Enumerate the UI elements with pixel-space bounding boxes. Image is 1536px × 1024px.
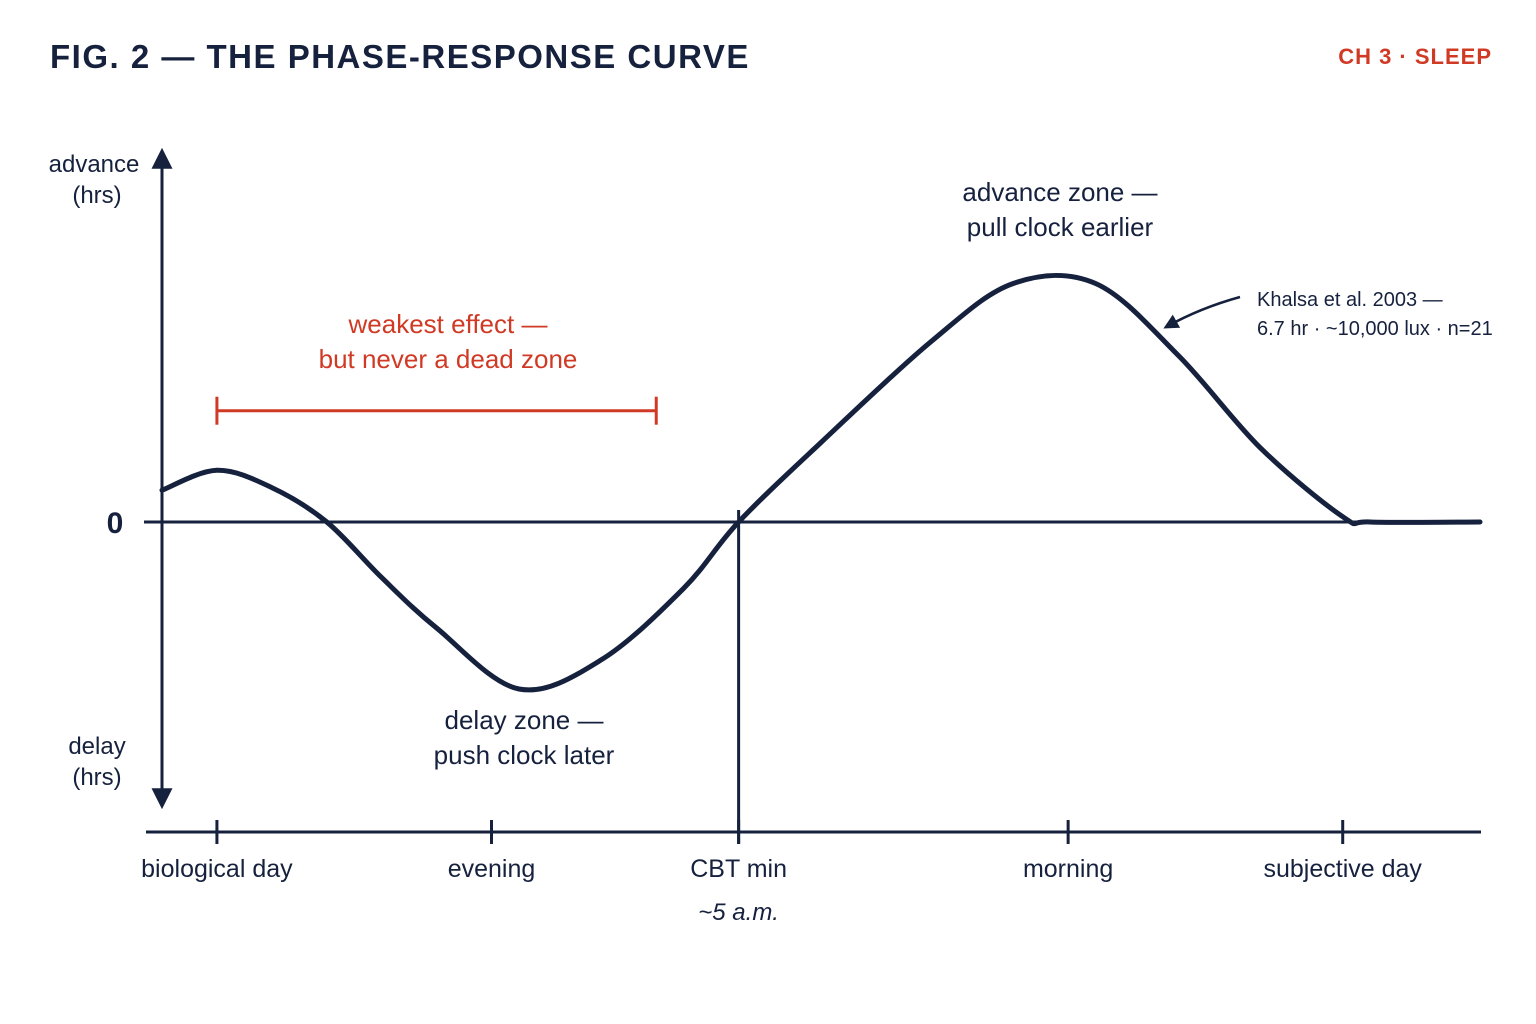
advance-zone-label-line2: pull clock earlier (967, 212, 1154, 242)
y-axis-top-label-line1: advance (49, 151, 140, 178)
x-tick-sublabel-2: ~5 a.m. (698, 899, 779, 926)
source-citation-line2: 6.7 hr · ~10,000 lux · n=21 (1257, 318, 1493, 340)
x-axis-ticks: biological day evening CBT min ~5 a.m. morni… (141, 820, 1422, 926)
x-tick-label-3: morning (1023, 855, 1113, 883)
y-axis-top-label-line2: (hrs) (72, 182, 121, 209)
weak-effect-bracket (215, 396, 658, 425)
y-axis-bottom-label-line2: (hrs) (72, 764, 121, 791)
y-axis-bottom-label-line1: delay (68, 733, 125, 760)
advance-zone-label-line1: advance zone — (962, 177, 1157, 207)
weak-effect-label-line2: but never a dead zone (319, 344, 578, 374)
phase-response-curve (159, 272, 1483, 693)
source-callout-arrow (1163, 295, 1241, 329)
x-tick-label-4: subjective day (1263, 855, 1422, 883)
weak-effect-label-line1: weakest effect — (348, 309, 548, 339)
source-citation-line1: Khalsa et al. 2003 — (1257, 289, 1443, 311)
figure-title: FIG. 2 — THE PHASE-RESPONSE CURVE (50, 38, 750, 75)
x-tick-label-0: biological day (141, 855, 293, 883)
delay-zone-label-line1: delay zone — (445, 705, 604, 735)
x-tick-label-1: evening (448, 855, 536, 883)
zero-label: 0 (107, 507, 124, 540)
x-tick-label-2: CBT min (690, 855, 787, 883)
delay-zone-label-line2: push clock later (434, 740, 615, 770)
chapter-label: CH 3 · SLEEP (1338, 44, 1492, 69)
